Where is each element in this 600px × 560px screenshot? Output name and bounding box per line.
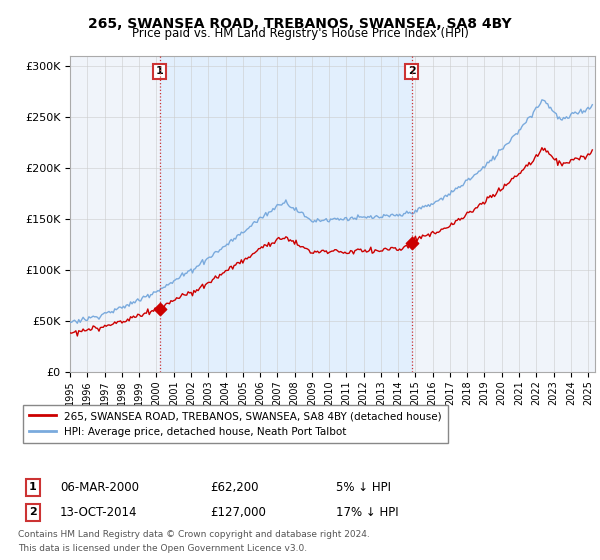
Text: 1: 1 [155, 66, 163, 76]
Text: £62,200: £62,200 [210, 480, 259, 494]
Text: Price paid vs. HM Land Registry's House Price Index (HPI): Price paid vs. HM Land Registry's House … [131, 27, 469, 40]
Text: 265, SWANSEA ROAD, TREBANOS, SWANSEA, SA8 4BY: 265, SWANSEA ROAD, TREBANOS, SWANSEA, SA… [88, 17, 512, 31]
Text: This data is licensed under the Open Government Licence v3.0.: This data is licensed under the Open Gov… [18, 544, 307, 553]
Text: 06-MAR-2000: 06-MAR-2000 [60, 480, 139, 494]
Text: 5% ↓ HPI: 5% ↓ HPI [336, 480, 391, 494]
Text: 1: 1 [29, 482, 37, 492]
Text: £127,000: £127,000 [210, 506, 266, 519]
Text: Contains HM Land Registry data © Crown copyright and database right 2024.: Contains HM Land Registry data © Crown c… [18, 530, 370, 539]
Text: 2: 2 [29, 507, 37, 517]
Text: 17% ↓ HPI: 17% ↓ HPI [336, 506, 398, 519]
Text: 13-OCT-2014: 13-OCT-2014 [60, 506, 137, 519]
Bar [160, 56, 412, 372]
Text: 2: 2 [408, 66, 416, 76]
Point [407, 239, 416, 248]
Point [155, 305, 164, 314]
Legend: 265, SWANSEA ROAD, TREBANOS, SWANSEA, SA8 4BY (detached house), HPI: Average pri: 265, SWANSEA ROAD, TREBANOS, SWANSEA, SA… [23, 405, 448, 444]
